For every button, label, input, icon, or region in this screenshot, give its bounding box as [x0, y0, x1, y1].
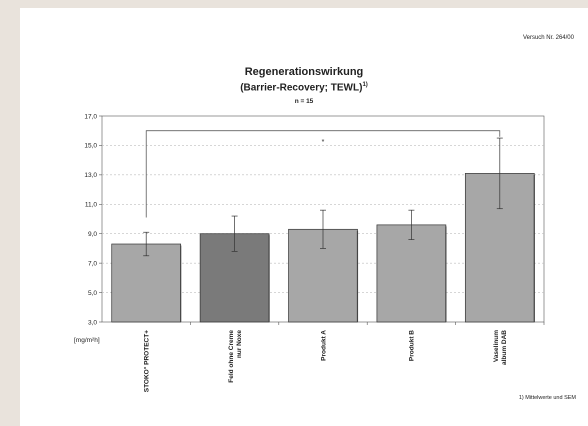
bar-chart: 3,0 5,0 7,0 9,0 11,0 13,0 15,0 17,0 [mg/m²h] STOK… — [74, 113, 545, 392]
x-tick-label-line: Feld ohne Creme — [228, 330, 235, 383]
x-tick-label: STOKO° PROTECT+ — [143, 330, 151, 392]
x-tick-label-line: album DAB — [501, 330, 508, 365]
x-tick-label-line: Produkt B — [409, 330, 416, 361]
y-tick-label: 3,0 — [88, 319, 97, 326]
chart-subtitle: (Barrier-Recovery; TEWL)1) — [20, 82, 588, 93]
x-tick-label-line: nur Noxe — [236, 330, 243, 359]
x-tick-label-line: STOKO° PROTECT+ — [143, 330, 151, 392]
document-page: Versuch Nr. 264/00 Regenerationswirkung … — [20, 8, 588, 426]
y-tick-label: 13,0 — [84, 172, 97, 179]
footnote: 1) Mittelwerte und SEM — [518, 395, 576, 401]
y-tick-label: 11,0 — [85, 202, 98, 209]
chart-title: Regenerationswirkung — [244, 66, 364, 78]
chart-subtitle-superscript: 1) — [362, 82, 368, 88]
x-tick-label: Vaselinumalbum DAB — [493, 330, 508, 365]
x-tick-label: Feld ohne Cremenur Noxe — [228, 330, 243, 383]
significance-marker: * — [322, 139, 325, 146]
chart-subtitle-text: (Barrier-Recovery; TEWL) — [240, 82, 363, 94]
y-axis-label: [mg/m²h] — [74, 337, 100, 344]
y-tick-label: 9,0 — [88, 231, 97, 238]
sample-size: n = 15 — [294, 98, 314, 105]
x-tick-label-line: Produkt A — [320, 330, 327, 361]
y-tick-label: 7,0 — [88, 260, 97, 267]
y-tick-label: 17,0 — [84, 113, 97, 120]
x-tick-label-line: Vaselinum — [493, 330, 500, 362]
y-tick-label: 5,0 — [88, 290, 97, 297]
y-tick-label: 15,0 — [84, 143, 97, 150]
trial-number: Versuch Nr. 264/00 — [522, 35, 574, 41]
x-tick-label: Produkt B — [409, 330, 416, 361]
bar — [111, 243, 182, 323]
x-tick-label: Produkt A — [320, 330, 327, 361]
significance-bracket — [145, 130, 501, 218]
